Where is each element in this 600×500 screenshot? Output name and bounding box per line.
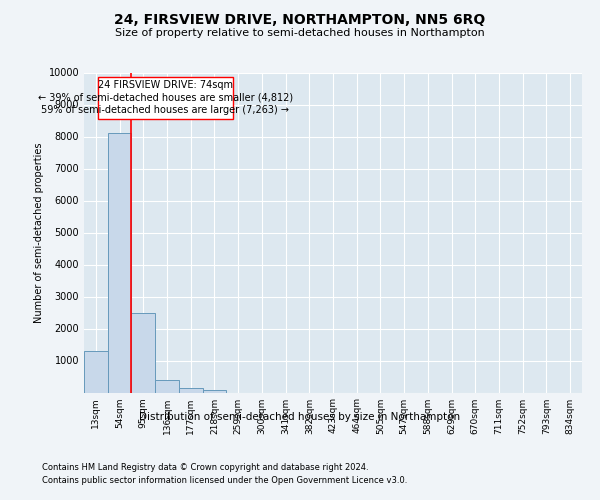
- Text: ← 39% of semi-detached houses are smaller (4,812): ← 39% of semi-detached houses are smalle…: [38, 92, 293, 102]
- Bar: [84, 351, 108, 393]
- Text: Distribution of semi-detached houses by size in Northampton: Distribution of semi-detached houses by …: [139, 412, 461, 422]
- Text: 24, FIRSVIEW DRIVE, NORTHAMPTON, NN5 6RQ: 24, FIRSVIEW DRIVE, NORTHAMPTON, NN5 6RQ: [115, 12, 485, 26]
- Bar: [108, 134, 131, 392]
- Text: Size of property relative to semi-detached houses in Northampton: Size of property relative to semi-detach…: [115, 28, 485, 38]
- Text: Contains HM Land Registry data © Crown copyright and database right 2024.: Contains HM Land Registry data © Crown c…: [42, 462, 368, 471]
- Y-axis label: Number of semi-detached properties: Number of semi-detached properties: [34, 142, 44, 323]
- FancyBboxPatch shape: [98, 78, 233, 119]
- Bar: [179, 388, 203, 392]
- Text: 24 FIRSVIEW DRIVE: 74sqm: 24 FIRSVIEW DRIVE: 74sqm: [98, 80, 233, 90]
- Bar: [203, 390, 226, 392]
- Text: 59% of semi-detached houses are larger (7,263) →: 59% of semi-detached houses are larger (…: [41, 104, 289, 115]
- Bar: [155, 380, 179, 392]
- Text: Contains public sector information licensed under the Open Government Licence v3: Contains public sector information licen…: [42, 476, 407, 485]
- Bar: [131, 312, 155, 392]
